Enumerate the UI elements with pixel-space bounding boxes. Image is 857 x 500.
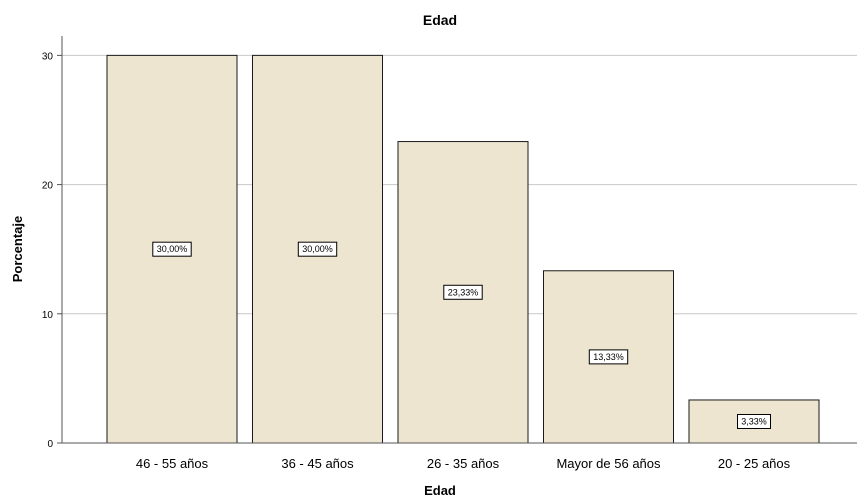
data-label-box (588, 349, 629, 365)
y-axis-label: Porcentaje (10, 216, 25, 282)
data-label: 30,00% (152, 241, 192, 257)
x-tick-label: 46 - 55 años (136, 456, 209, 471)
data-labels: 30,00% 30,00% 23,33% 13,33% 3,33% (152, 241, 771, 429)
data-label-text: 13,33% (593, 352, 624, 362)
data-label-box (297, 241, 338, 257)
y-tick-label: 30 (42, 51, 54, 62)
x-tick-label: 20 - 25 años (718, 456, 791, 471)
data-label-box (443, 284, 483, 300)
bars (106, 54, 820, 444)
y-tick-label: 20 (42, 181, 54, 192)
y-tick-label: 0 (47, 439, 53, 450)
data-label: 30,00% (297, 241, 338, 257)
data-label: 23,33% (443, 284, 483, 300)
chart-title: Edad (423, 12, 457, 28)
y-tick-label: 10 (42, 310, 54, 321)
data-label-box (152, 241, 192, 257)
x-axis-label: Edad (424, 483, 456, 498)
data-label-text: 30,00% (157, 244, 188, 254)
data-label-text: 23,33% (448, 287, 479, 297)
data-label: 3,33% (737, 413, 771, 429)
data-label-text: 3,33% (741, 416, 767, 426)
y-tick-labels: 0 10 20 30 (42, 51, 54, 450)
x-tick-label: Mayor de 56 años (556, 456, 661, 471)
axes (57, 36, 857, 444)
data-label: 13,33% (588, 349, 629, 365)
x-tick-label: 36 - 45 años (281, 456, 354, 471)
x-tick-labels: 46 - 55 años 36 - 45 años 26 - 35 años Mayo… (136, 456, 791, 471)
data-label-box (737, 413, 771, 429)
x-tick-label: 26 - 35 años (427, 456, 500, 471)
data-label-text: 30,00% (302, 244, 333, 254)
